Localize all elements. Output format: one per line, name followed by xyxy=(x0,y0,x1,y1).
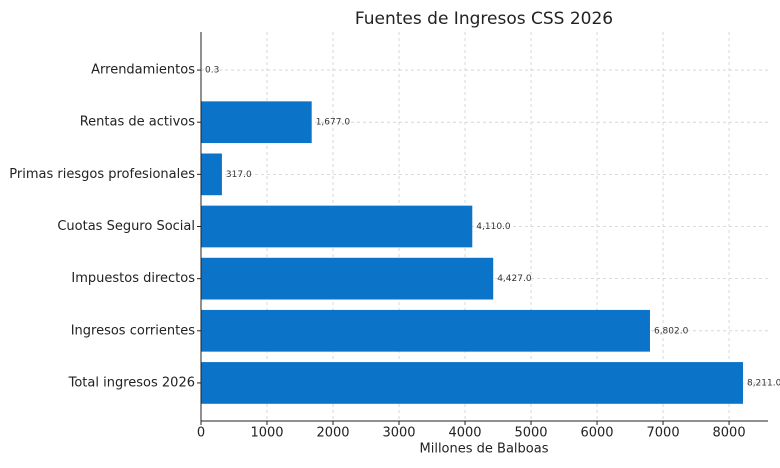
x-tick-label: 7000 xyxy=(647,426,680,441)
x-tick-label: 0 xyxy=(197,426,205,441)
value-label: 4,427.0 xyxy=(497,274,532,284)
value-label: 8,211.0 xyxy=(747,378,780,388)
chart-title: Fuentes de Ingresos CSS 2026 xyxy=(355,9,613,29)
value-label: 0.3 xyxy=(205,66,219,76)
bar xyxy=(201,205,473,248)
bar xyxy=(201,362,743,404)
bar xyxy=(201,257,494,300)
y-tick-label: Ingresos corrientes xyxy=(71,323,196,338)
y-tick-label: Arrendamientos xyxy=(91,63,195,78)
value-label: 1,677.0 xyxy=(316,118,351,128)
y-tick-label: Cuotas Seguro Social xyxy=(57,219,195,234)
bar xyxy=(201,101,312,144)
value-label: 6,802.0 xyxy=(654,326,689,336)
y-tick-label: Total ingresos 2026 xyxy=(68,375,195,390)
x-axis-label: Millones de Balboas xyxy=(420,442,549,457)
y-tick-label: Impuestos directos xyxy=(71,271,195,286)
y-tick-label: Primas riesgos profesionales xyxy=(9,167,195,182)
bar xyxy=(201,309,650,352)
x-tick-label: 1000 xyxy=(250,426,283,441)
value-label: 4,110.0 xyxy=(476,222,511,232)
x-tick-label: 5000 xyxy=(514,426,547,441)
x-tick-label: 6000 xyxy=(580,426,613,441)
value-label: 317.0 xyxy=(226,170,252,180)
bar xyxy=(201,153,222,196)
y-tick-label: Rentas de activos xyxy=(80,115,196,130)
x-tick-label: 4000 xyxy=(448,426,481,441)
x-tick-label: 3000 xyxy=(382,426,415,441)
x-tick-label: 2000 xyxy=(316,426,349,441)
x-tick-label: 8000 xyxy=(713,426,746,441)
